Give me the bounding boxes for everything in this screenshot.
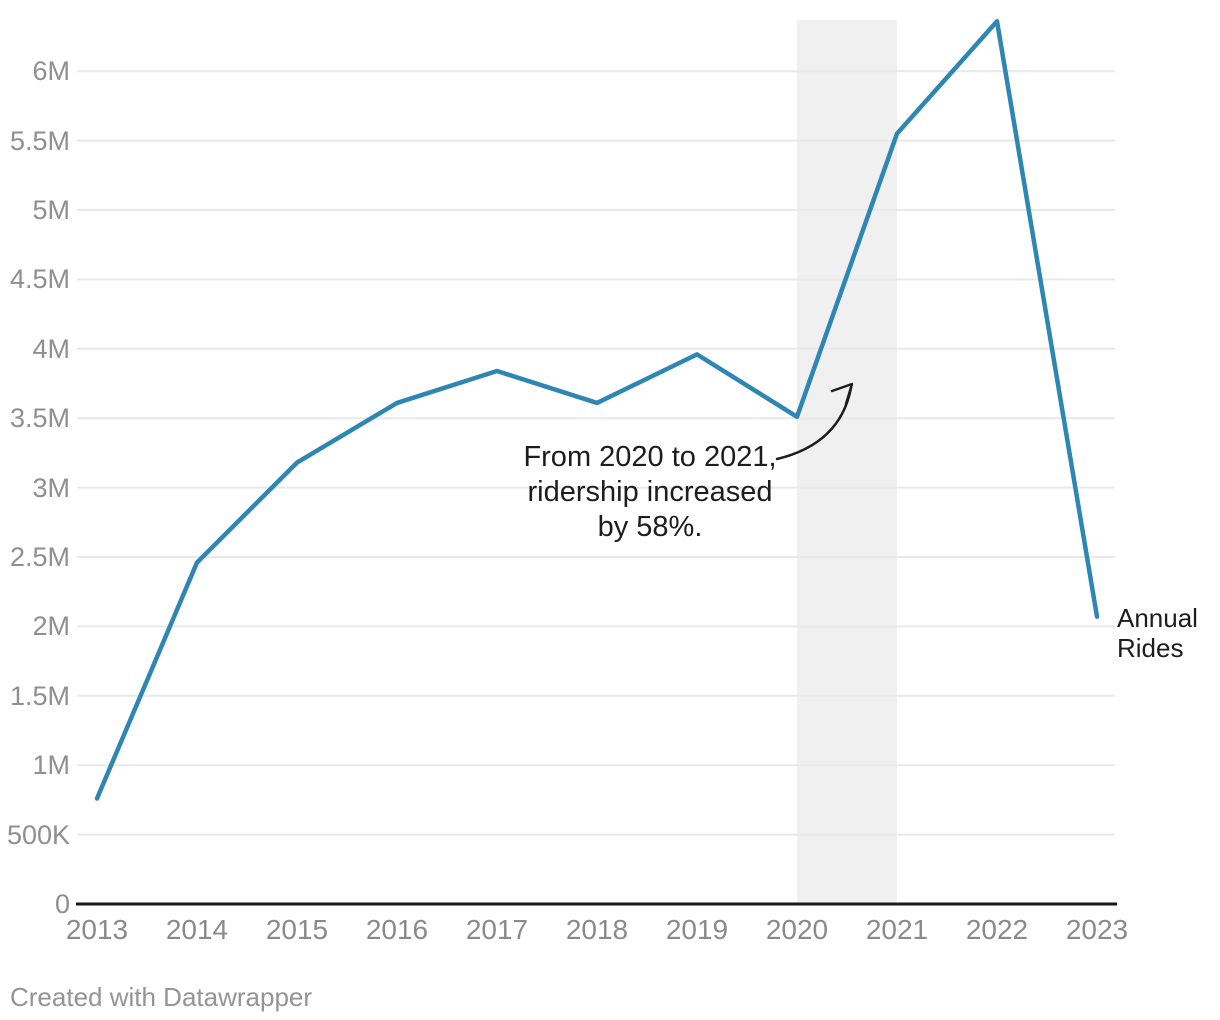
y-axis-tick-label: 4M: [32, 333, 70, 364]
x-axis-tick-label: 2014: [165, 914, 229, 945]
y-axis-tick-label: 4.5M: [9, 264, 70, 295]
series-label: Annual Rides: [1117, 603, 1198, 663]
y-axis-tick-label: 3.5M: [9, 403, 70, 434]
y-axis-tick-label: 6M: [32, 56, 70, 87]
y-axis-tick-label: 1.5M: [9, 680, 70, 711]
y-axis-tick-label: 500K: [6, 819, 70, 850]
x-axis-tick-label: 2020: [765, 914, 829, 945]
y-axis-tick-label: 5.5M: [9, 125, 70, 156]
x-axis-tick-label: 2018: [565, 914, 629, 945]
highlight-band: [797, 20, 897, 903]
x-axis-tick-label: 2017: [465, 914, 529, 945]
datawrapper-credit[interactable]: Created with Datawrapper: [10, 982, 313, 1012]
y-axis-tick-label: 2.5M: [9, 542, 70, 572]
x-axis-tick-label: 2023: [1065, 914, 1129, 945]
gridlines: [77, 70, 1115, 836]
annotation-line: by 58%.: [597, 511, 703, 543]
annotation-line: ridership increased: [527, 476, 773, 508]
x-axis-tick-label: 2022: [965, 914, 1029, 945]
annotation-arrow: [775, 382, 854, 461]
x-axis-tick-label: 2019: [665, 914, 729, 945]
x-axis-tick-label: 2013: [65, 914, 129, 945]
y-axis-tick-label: 3M: [32, 472, 70, 503]
y-axis-tick-label: 5M: [32, 195, 70, 225]
annotation-text: From 2020 to 2021, ridership increased by …: [475, 440, 825, 545]
x-axis-tick-label: 2016: [365, 914, 429, 945]
annotation-line: From 2020 to 2021,: [523, 441, 777, 473]
y-axis-tick-label: 2M: [32, 611, 70, 642]
x-axis-tick-label: 2021: [865, 914, 929, 945]
y-axis-tick-label: 0: [54, 889, 70, 919]
x-axis-tick-label: 2015: [265, 914, 329, 945]
y-axis-tick-label: 1M: [32, 750, 70, 781]
data-line: [94, 18, 1100, 801]
